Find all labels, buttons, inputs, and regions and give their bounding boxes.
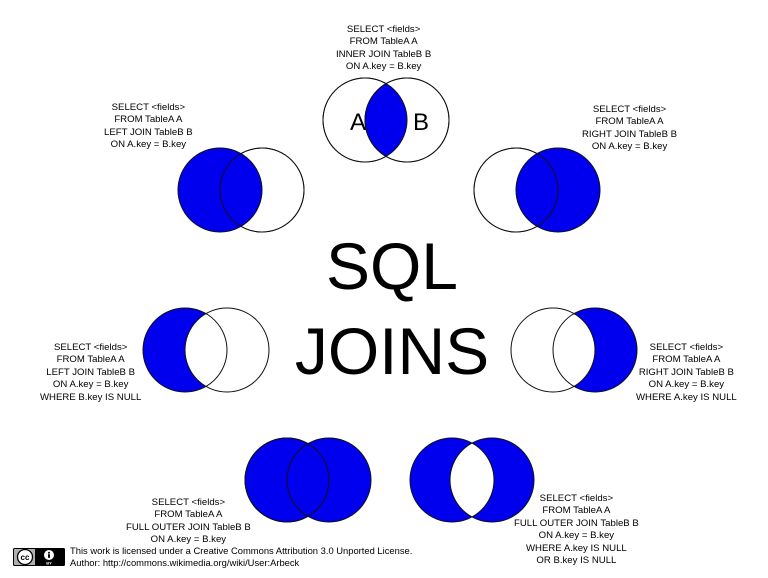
cc-icon: cc bbox=[21, 553, 30, 562]
code-line: FROM TableA A bbox=[542, 505, 611, 517]
code-line: INNER JOIN TableB B bbox=[336, 48, 432, 60]
code-line: SELECT <fields> bbox=[592, 104, 667, 115]
code-full-outer-excluding-join: SELECT <fields> FROM TableA A FULL OUTER… bbox=[514, 493, 639, 567]
license-text: This work is licensed under a Creative C… bbox=[70, 545, 412, 569]
code-line: WHERE B.key IS NULL bbox=[40, 391, 142, 403]
code-line: ON A.key = B.key bbox=[591, 141, 668, 153]
author-line: Author: http://commons.wikimedia.org/wik… bbox=[70, 557, 300, 568]
code-line: FROM TableA A bbox=[595, 116, 664, 128]
code-line: WHERE A.key IS NULL bbox=[636, 391, 737, 403]
venn-inner-join: A B bbox=[322, 77, 450, 163]
code-line: LEFT JOIN TableB B bbox=[46, 366, 135, 378]
by-label: BY bbox=[46, 560, 52, 565]
title-joins: JOINS bbox=[294, 314, 490, 388]
title-sql: SQL bbox=[325, 229, 459, 303]
code-line: ON A.key = B.key bbox=[150, 534, 227, 546]
code-line: ON A.key = B.key bbox=[648, 379, 725, 391]
code-line: OR B.key IS NULL bbox=[536, 555, 617, 567]
venn-left-excluding-join bbox=[142, 307, 270, 393]
venn-right-join bbox=[473, 147, 601, 233]
code-line: WHERE A.key IS NULL bbox=[526, 542, 627, 554]
code-line: RIGHT JOIN TableB B bbox=[638, 366, 734, 378]
code-line: LEFT JOIN TableB B bbox=[104, 126, 193, 138]
code-line: FULL OUTER JOIN TableB B bbox=[126, 521, 251, 533]
code-inner-join: SELECT <fields> FROM TableA A INNER JOIN… bbox=[336, 24, 431, 74]
code-line: SELECT <fields> bbox=[649, 342, 724, 353]
cc-by-badge: cc BY bbox=[13, 548, 65, 566]
venn-full-outer-join bbox=[244, 437, 372, 523]
venn-left-join bbox=[177, 147, 305, 233]
code-line: FROM TableA A bbox=[56, 354, 125, 366]
code-line: RIGHT JOIN TableB B bbox=[582, 128, 678, 140]
code-right-join: SELECT <fields> FROM TableA A RIGHT JOIN… bbox=[582, 104, 677, 154]
code-line: ON A.key = B.key bbox=[52, 379, 129, 391]
code-line: SELECT <fields> bbox=[53, 342, 128, 353]
code-line: FROM TableA A bbox=[114, 114, 183, 126]
code-line: FULL OUTER JOIN TableB B bbox=[514, 517, 639, 529]
code-line: ON A.key = B.key bbox=[538, 530, 615, 542]
license-line: This work is licensed under a Creative C… bbox=[70, 545, 413, 556]
code-line: FROM TableA A bbox=[349, 36, 418, 48]
code-line: ON A.key = B.key bbox=[345, 61, 422, 73]
code-line: SELECT <fields> bbox=[539, 493, 614, 504]
code-right-excluding-join: SELECT <fields> FROM TableA A RIGHT JOIN… bbox=[636, 342, 737, 404]
code-line: FROM TableA A bbox=[154, 509, 223, 521]
code-line: SELECT <fields> bbox=[151, 497, 226, 508]
code-full-outer-join: SELECT <fields> FROM TableA A FULL OUTER… bbox=[126, 497, 251, 547]
code-line: ON A.key = B.key bbox=[110, 139, 187, 151]
code-left-excluding-join: SELECT <fields> FROM TableA A LEFT JOIN … bbox=[40, 342, 141, 404]
circle-label-a: A bbox=[350, 109, 366, 136]
venn-full-outer-excluding-join bbox=[409, 437, 535, 523]
code-line: FROM TableA A bbox=[652, 354, 721, 366]
code-left-join: SELECT <fields> FROM TableA A LEFT JOIN … bbox=[104, 102, 193, 152]
circle-label-b: B bbox=[413, 109, 429, 136]
code-line: SELECT <fields> bbox=[111, 102, 186, 113]
venn-right-excluding-join bbox=[510, 307, 638, 393]
code-line: SELECT <fields> bbox=[346, 24, 421, 35]
